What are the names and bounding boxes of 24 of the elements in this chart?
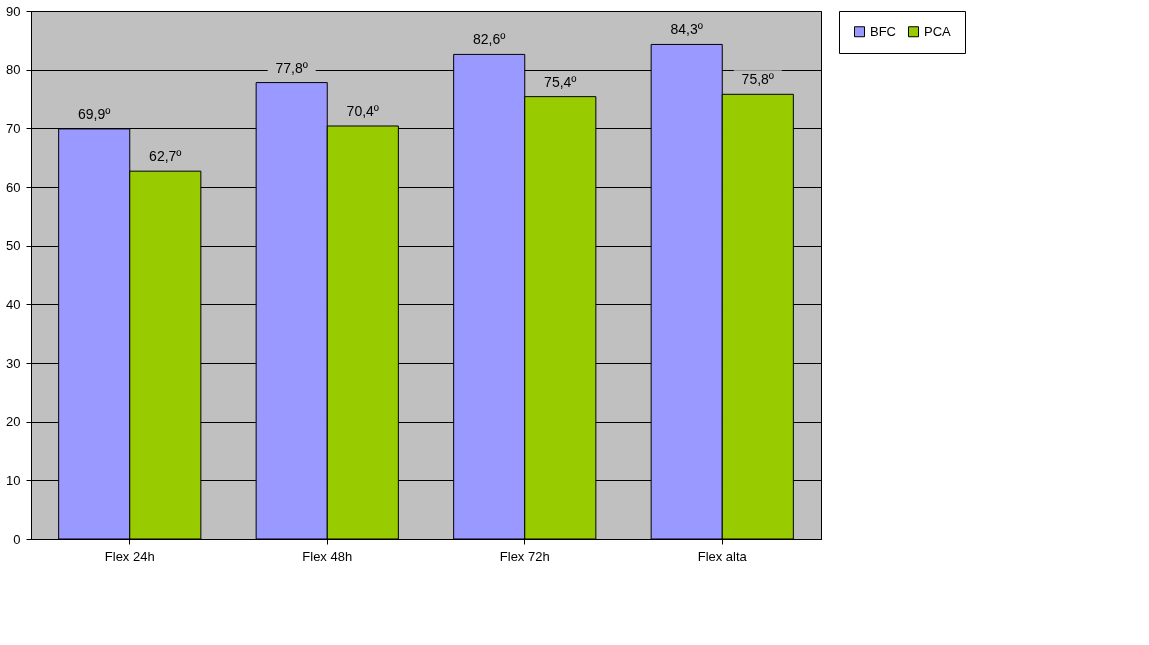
y-tick-label: 40: [6, 296, 21, 312]
y-tick-label: 50: [6, 238, 21, 254]
y-tick-label: 70: [6, 120, 21, 136]
y-tick-label: 90: [6, 3, 21, 19]
y-tick-label: 0: [13, 531, 21, 547]
data-label: 62,7º: [149, 148, 182, 165]
x-tick-label: Flex 24h: [104, 548, 155, 564]
y-tick-label: 60: [6, 179, 21, 195]
data-label: 69,9º: [78, 105, 111, 122]
data-label: 70,4º: [346, 102, 379, 119]
x-tick-label: Flex alta: [697, 548, 748, 564]
x-tick-label: Flex 72h: [499, 548, 550, 564]
y-tick-label: 10: [6, 472, 21, 488]
data-label: 82,6º: [473, 31, 506, 48]
y-tick-label: 20: [6, 414, 21, 430]
legend-label: PCA: [924, 23, 952, 39]
data-label: 77,8º: [275, 59, 308, 76]
y-tick-label: 80: [6, 62, 21, 78]
x-tick-label: Flex 48h: [302, 548, 353, 564]
data-label: 84,3º: [670, 21, 703, 38]
data-label: 75,8º: [741, 71, 774, 88]
y-tick-label: 30: [6, 355, 21, 371]
legend-label: BFC: [870, 23, 896, 39]
data-label: 75,4º: [544, 73, 577, 90]
